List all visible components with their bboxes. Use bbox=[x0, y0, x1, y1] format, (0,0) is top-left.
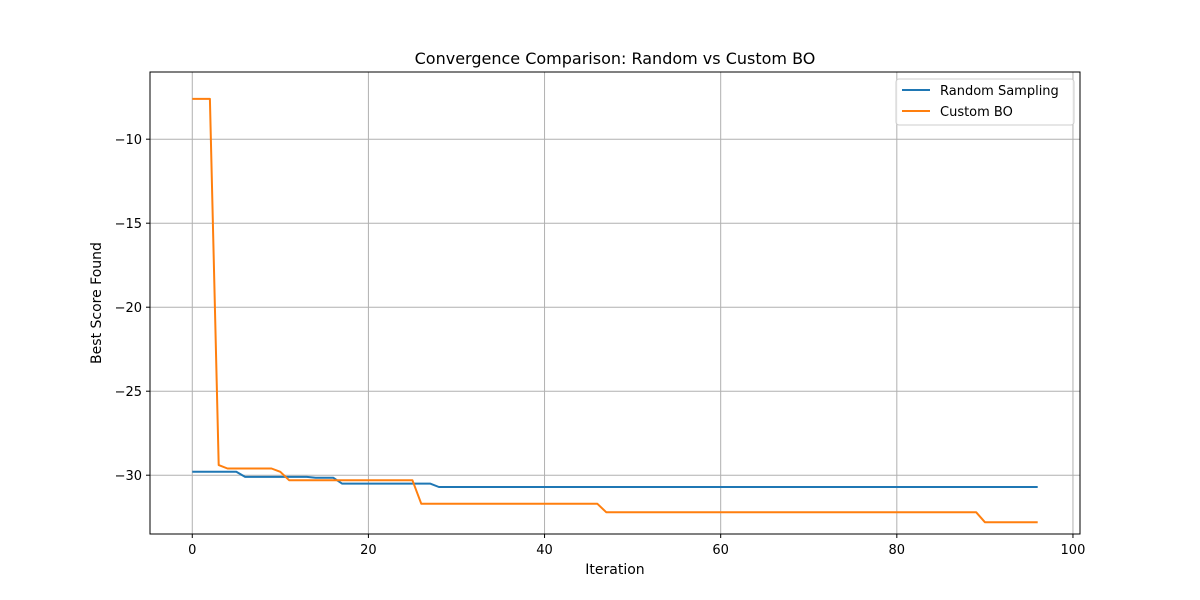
y-tick-label: −25 bbox=[115, 385, 142, 400]
legend: Random Sampling Custom BO bbox=[895, 78, 1075, 126]
x-tick-label: 40 bbox=[536, 543, 553, 558]
legend-label-random-sampling: Random Sampling bbox=[940, 84, 1059, 99]
y-axis-label: Best Score Found bbox=[89, 242, 105, 364]
y-tick-label: −20 bbox=[115, 301, 142, 316]
legend-label-custom-bo: Custom BO bbox=[940, 105, 1013, 120]
x-axis-label: Iteration bbox=[585, 562, 644, 578]
x-tick-label: 0 bbox=[188, 543, 196, 558]
chart-title: Convergence Comparison: Random vs Custom… bbox=[415, 49, 816, 68]
x-tick-label: 20 bbox=[360, 543, 377, 558]
plot-frame bbox=[149, 71, 1081, 535]
axis-ticks: 0 20 40 60 80 100 −30 −25 −20 −15 −10 bbox=[115, 133, 1086, 558]
legend-box bbox=[895, 78, 1075, 126]
series-line-random-sampling bbox=[192, 470, 1038, 488]
y-tick-label: −15 bbox=[115, 217, 142, 232]
grid bbox=[150, 72, 1080, 534]
x-tick-label: 60 bbox=[712, 543, 729, 558]
y-tick-label: −10 bbox=[115, 133, 142, 148]
series-line-custom-bo bbox=[192, 97, 1038, 524]
x-tick-label: 80 bbox=[889, 543, 906, 558]
series-lines bbox=[192, 97, 1038, 524]
x-tick-label: 100 bbox=[1061, 543, 1086, 558]
y-tick-label: −30 bbox=[115, 469, 142, 484]
